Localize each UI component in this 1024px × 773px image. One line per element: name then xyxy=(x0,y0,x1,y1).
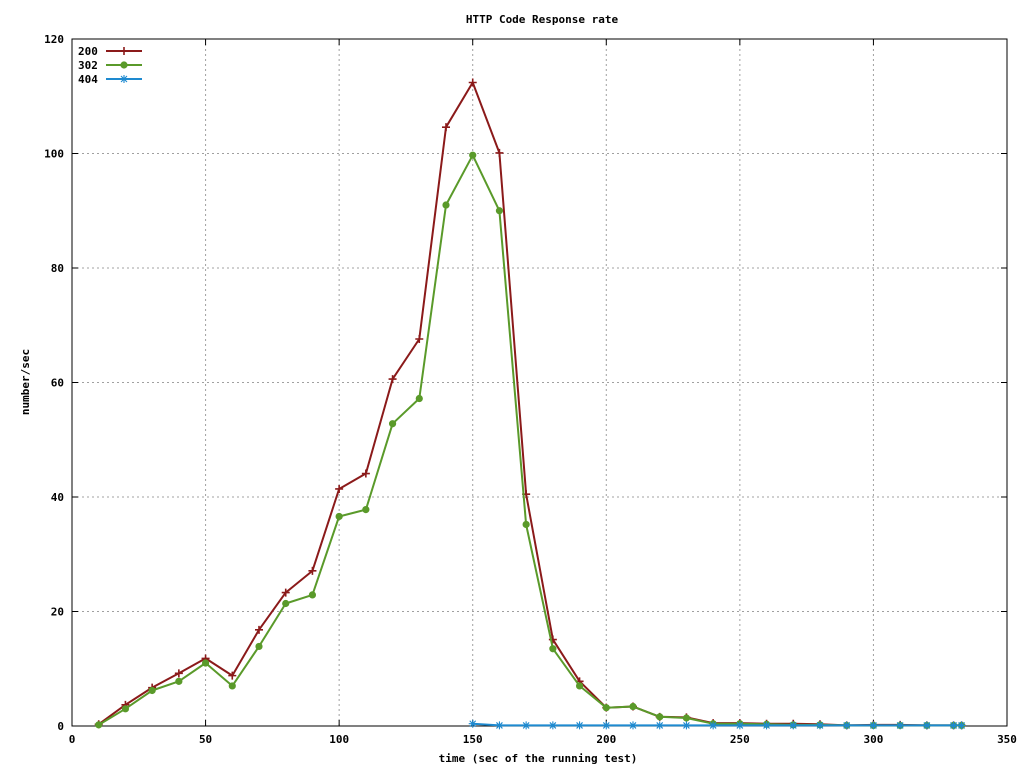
x-tick-label: 0 xyxy=(69,733,76,746)
data-point-302 xyxy=(362,505,370,514)
y-tick-label: 100 xyxy=(44,148,64,161)
data-point-404 xyxy=(468,719,477,728)
data-point-200 xyxy=(228,671,237,680)
data-point-200 xyxy=(442,123,450,132)
data-point-302 xyxy=(148,686,156,695)
data-point-200 xyxy=(415,334,424,343)
data-point-302 xyxy=(201,659,210,667)
data-point-200 xyxy=(361,469,370,478)
x-tick-label: 250 xyxy=(730,733,750,746)
y-tick-label: 0 xyxy=(57,720,64,733)
data-point-200 xyxy=(308,566,317,575)
data-point-302 xyxy=(549,645,557,653)
legend-marker xyxy=(120,61,128,69)
legend-label: 200 xyxy=(78,45,98,58)
x-tick-label: 50 xyxy=(199,733,212,746)
x-tick-label: 100 xyxy=(329,733,349,746)
legend-marker xyxy=(120,75,128,83)
series-line-404 xyxy=(472,722,962,727)
y-tick-label: 120 xyxy=(44,33,64,46)
legend-item-404: 404 xyxy=(78,73,142,86)
x-axis-label: time (sec of the running test) xyxy=(439,752,638,765)
data-point-404 xyxy=(869,721,878,730)
data-point-200 xyxy=(335,484,344,493)
data-point-404 xyxy=(735,721,744,730)
y-tick-label: 20 xyxy=(51,606,64,619)
data-point-302 xyxy=(121,705,130,713)
y-tick-label: 40 xyxy=(51,491,64,504)
data-point-302 xyxy=(415,394,423,403)
data-point-302 xyxy=(522,520,530,529)
data-point-404 xyxy=(922,721,931,730)
data-point-200 xyxy=(281,588,290,597)
data-point-302 xyxy=(335,512,343,521)
data-point-404 xyxy=(949,721,958,730)
series-404 xyxy=(468,719,966,730)
data-point-302 xyxy=(442,201,450,209)
x-tick-label: 150 xyxy=(463,733,483,746)
series-line-302 xyxy=(98,154,962,727)
data-point-302 xyxy=(682,714,691,722)
axis-ticks: 0 50 100 150 200 250 300 350 0 20 40 60 80 100 120 xyxy=(44,33,1017,746)
legend-label: 404 xyxy=(78,73,98,86)
data-point-404 xyxy=(522,721,531,730)
data-point-302 xyxy=(469,151,477,159)
data-point-404 xyxy=(789,721,798,730)
data-point-302 xyxy=(282,599,290,608)
data-point-302 xyxy=(175,677,183,685)
data-point-404 xyxy=(896,721,905,730)
legend-item-200: 200 xyxy=(78,45,142,58)
legend-marker xyxy=(120,47,128,55)
data-point-404 xyxy=(548,721,557,730)
data-point-200 xyxy=(255,625,263,634)
legend-item-302: 302 xyxy=(78,59,142,72)
data-point-302 xyxy=(629,702,637,711)
data-point-302 xyxy=(495,207,504,215)
series-200 xyxy=(94,78,966,730)
data-point-302 xyxy=(95,721,103,729)
grid xyxy=(72,39,1007,726)
data-point-404 xyxy=(709,721,718,730)
data-point-302 xyxy=(575,682,584,690)
x-tick-label: 350 xyxy=(997,733,1017,746)
data-point-302 xyxy=(388,420,397,428)
y-axis-label: number/sec xyxy=(19,349,32,415)
y-tick-label: 80 xyxy=(51,262,64,275)
x-tick-label: 300 xyxy=(863,733,883,746)
data-point-404 xyxy=(762,721,771,730)
data-point-404 xyxy=(682,721,691,730)
data-point-200 xyxy=(468,78,477,87)
data-point-302 xyxy=(255,642,263,651)
data-point-404 xyxy=(602,721,611,730)
data-point-404 xyxy=(629,721,637,730)
data-point-404 xyxy=(957,721,966,730)
data-point-404 xyxy=(495,721,504,730)
data-point-200 xyxy=(495,148,504,157)
data-point-302 xyxy=(656,713,664,721)
data-point-404 xyxy=(816,721,824,730)
data-point-302 xyxy=(308,591,317,599)
data-point-200 xyxy=(388,375,397,384)
data-point-200 xyxy=(174,669,183,678)
x-tick-label: 200 xyxy=(596,733,616,746)
data-point-302 xyxy=(602,704,610,712)
series-line-200 xyxy=(98,81,962,727)
legend-label: 302 xyxy=(78,59,98,72)
data-point-404 xyxy=(655,721,664,730)
y-tick-label: 60 xyxy=(51,377,64,390)
series-302 xyxy=(95,151,966,730)
series-group xyxy=(94,78,966,730)
chart-title: HTTP Code Response rate xyxy=(466,13,619,26)
data-point-404 xyxy=(842,721,851,730)
data-point-302 xyxy=(228,682,236,690)
data-point-404 xyxy=(575,721,584,730)
